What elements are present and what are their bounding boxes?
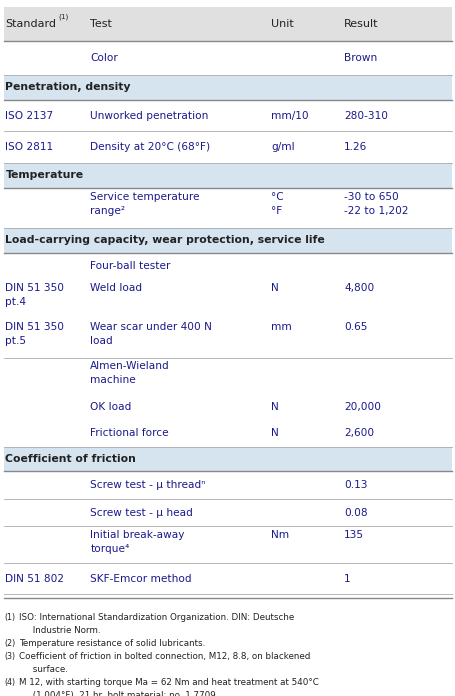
Text: M 12, with starting torque Ma = 62 Nm and heat treatment at 540°C: M 12, with starting torque Ma = 62 Nm an…	[19, 678, 318, 687]
Text: Unworked penetration: Unworked penetration	[90, 111, 208, 120]
Text: (1,004°F), 21 hr, bolt material: no. 1.7709.: (1,004°F), 21 hr, bolt material: no. 1.7…	[19, 691, 218, 696]
Text: Brown: Brown	[344, 53, 377, 63]
Text: Color: Color	[90, 53, 118, 63]
Text: 280-310: 280-310	[344, 111, 387, 120]
Text: 2,600: 2,600	[344, 429, 374, 438]
Text: Result: Result	[344, 19, 378, 29]
Text: 4,800: 4,800	[344, 283, 374, 293]
Text: 1.26: 1.26	[344, 142, 367, 152]
Text: Standard: Standard	[5, 19, 56, 29]
Text: 0.65: 0.65	[344, 322, 367, 332]
Text: 0.13: 0.13	[344, 480, 367, 490]
Text: 20,000: 20,000	[344, 402, 380, 412]
Text: Weld load: Weld load	[90, 283, 142, 293]
Bar	[4, 163, 451, 187]
Text: ISO 2811: ISO 2811	[5, 142, 54, 152]
Text: Temperature: Temperature	[5, 170, 83, 180]
Text: Density at 20°C (68°F): Density at 20°C (68°F)	[90, 142, 210, 152]
Text: Service temperature
range²: Service temperature range²	[90, 191, 199, 216]
Text: DIN 51 802: DIN 51 802	[5, 574, 64, 584]
Text: ISO 2137: ISO 2137	[5, 111, 54, 120]
Text: (2): (2)	[5, 639, 16, 648]
Text: Coefficient of friction: Coefficient of friction	[5, 454, 136, 464]
Text: Frictional force: Frictional force	[90, 429, 168, 438]
Text: (4): (4)	[5, 678, 15, 687]
Text: -30 to 650
-22 to 1,202: -30 to 650 -22 to 1,202	[344, 191, 408, 216]
Text: Test: Test	[90, 19, 112, 29]
Text: OK load: OK load	[90, 402, 131, 412]
Text: 0.08: 0.08	[344, 507, 367, 518]
Bar	[4, 228, 451, 253]
Text: Coefficient of friction in bolted connection, M12, 8.8, on blackened: Coefficient of friction in bolted connec…	[19, 652, 310, 661]
Text: N: N	[271, 402, 278, 412]
Bar	[4, 7, 451, 41]
Text: Initial break-away
torque⁴: Initial break-away torque⁴	[90, 530, 184, 554]
Text: DIN 51 350
pt.5: DIN 51 350 pt.5	[5, 322, 64, 347]
Text: Unit: Unit	[271, 19, 293, 29]
Text: (1): (1)	[58, 13, 68, 19]
Text: Penetration, density: Penetration, density	[5, 82, 131, 93]
Text: g/ml: g/ml	[271, 142, 294, 152]
Text: Wear scar under 400 N
load: Wear scar under 400 N load	[90, 322, 212, 347]
Text: Nm: Nm	[271, 530, 289, 540]
Text: ISO: International Standardization Organization. DIN: Deutsche: ISO: International Standardization Organ…	[19, 612, 294, 622]
Text: 135: 135	[344, 530, 364, 540]
Text: (3): (3)	[5, 652, 15, 661]
Text: Screw test - μ threadⁿ: Screw test - μ threadⁿ	[90, 480, 205, 490]
Text: surface.: surface.	[19, 665, 68, 674]
Text: °C
°F: °C °F	[271, 191, 283, 216]
Text: N: N	[271, 283, 278, 293]
Bar	[4, 447, 451, 471]
Text: Industrie Norm.: Industrie Norm.	[19, 626, 101, 635]
Bar	[4, 75, 451, 100]
Text: Screw test - μ head: Screw test - μ head	[90, 507, 193, 518]
Text: DIN 51 350
pt.4: DIN 51 350 pt.4	[5, 283, 64, 307]
Text: (1): (1)	[5, 612, 15, 622]
Text: N: N	[271, 429, 278, 438]
Text: mm/10: mm/10	[271, 111, 308, 120]
Text: 1: 1	[344, 574, 350, 584]
Text: mm: mm	[271, 322, 292, 332]
Text: Four-ball tester: Four-ball tester	[90, 261, 170, 271]
Text: Load-carrying capacity, wear protection, service life: Load-carrying capacity, wear protection,…	[5, 235, 324, 246]
Text: SKF-Emcor method: SKF-Emcor method	[90, 574, 192, 584]
Text: Temperature resistance of solid lubricants.: Temperature resistance of solid lubrican…	[19, 639, 205, 648]
Text: Almen-Wieland
machine: Almen-Wieland machine	[90, 361, 170, 386]
